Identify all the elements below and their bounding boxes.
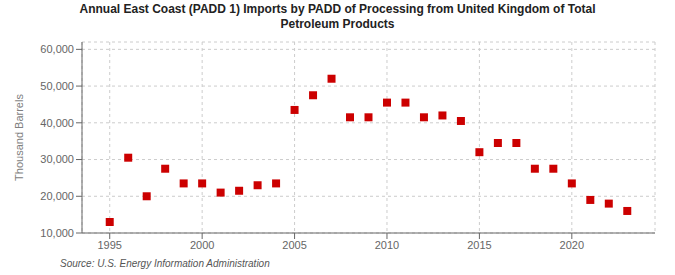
svg-text:50,000: 50,000	[40, 80, 74, 92]
svg-text:60,000: 60,000	[40, 43, 74, 55]
svg-text:1995: 1995	[97, 239, 121, 251]
svg-text:10,000: 10,000	[40, 227, 74, 239]
svg-text:30,000: 30,000	[40, 153, 74, 165]
svg-text:40,000: 40,000	[40, 117, 74, 129]
svg-text:2020: 2020	[560, 239, 584, 251]
svg-text:2010: 2010	[375, 239, 399, 251]
svg-text:Thousand Barrels: Thousand Barrels	[13, 94, 25, 181]
svg-text:2005: 2005	[282, 239, 306, 251]
svg-text:2000: 2000	[190, 239, 214, 251]
svg-text:20,000: 20,000	[40, 190, 74, 202]
svg-text:2015: 2015	[467, 239, 491, 251]
html-text:Annual East Coast (PADD 1) Imp: Annual East Coast (PADD 1) Imports by PA…	[79, 2, 596, 31]
html-text:Source: U.S. Energy Informatio: Source: U.S. Energy Information Administ…	[60, 258, 270, 269]
